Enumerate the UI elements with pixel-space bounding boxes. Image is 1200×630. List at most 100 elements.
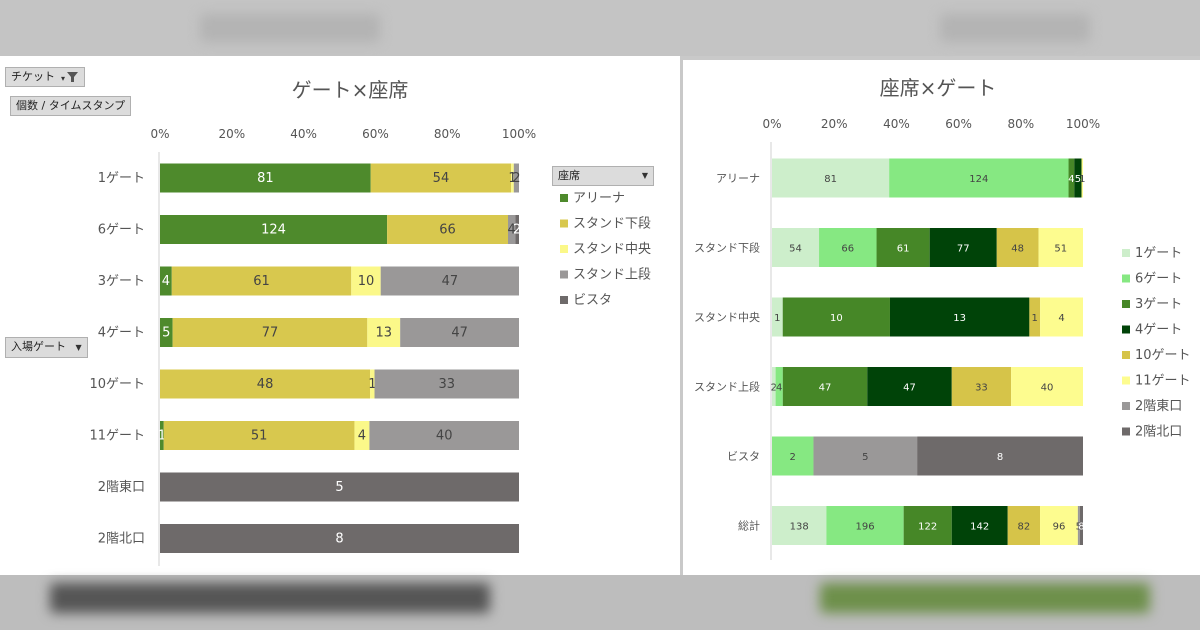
data-label: 124 — [969, 174, 988, 185]
bar-segment — [1040, 506, 1078, 545]
bar-segment — [889, 158, 1069, 198]
data-label: 48 — [1011, 244, 1024, 255]
bar-segment — [172, 318, 368, 347]
count-timestamp-value-button[interactable]: 個数 / タイムスタンプ — [10, 96, 132, 116]
data-label: 10 — [358, 274, 375, 289]
bar-segment — [929, 228, 997, 267]
bar-segment — [160, 318, 173, 347]
ticket-filter-button[interactable]: チケット ▾ — [5, 67, 85, 87]
seat-legend-field-button[interactable]: 座席 ▼ — [552, 166, 654, 186]
data-label: 4 — [1058, 313, 1064, 324]
bar-segment — [876, 228, 930, 267]
bar-segment — [1007, 506, 1041, 545]
data-label: 51 — [251, 429, 268, 444]
x-tick-label: 60% — [945, 117, 972, 131]
data-label: 4 — [508, 223, 516, 238]
data-label: 5 — [162, 326, 170, 341]
data-label: 61 — [897, 244, 910, 255]
seat-gate-chart-panel: 座席×ゲート 0% 20% 40% 60% 80% 100% アリーナ 81 124 4 5 1 スタンド… — [683, 60, 1200, 575]
gate-seat-chart-panel: チケット ▾ 個数 / タイムスタンプ 入場ゲート ▼ ゲート×座席 0% 20% 4… — [0, 56, 680, 575]
chevron-down-icon: ▼ — [75, 343, 82, 352]
x-tick-label: 100% — [1066, 117, 1100, 131]
data-label: 1 — [1079, 174, 1085, 185]
data-label: 4 — [162, 274, 170, 289]
legend-swatch — [1122, 351, 1130, 359]
bar-segment — [171, 266, 352, 296]
bar-segment — [1074, 158, 1082, 198]
bar-segment — [354, 421, 370, 450]
x-tick-label: 80% — [1007, 117, 1034, 131]
bar-segment — [1029, 297, 1041, 337]
category-label: スタンド上段 — [694, 380, 760, 394]
bar-segment — [513, 163, 519, 193]
bar-segment — [1011, 367, 1083, 406]
bar-segment — [951, 367, 1012, 406]
bar-segment — [996, 228, 1039, 267]
data-label: 40 — [436, 429, 453, 444]
data-label: 48 — [257, 377, 274, 392]
data-label: 47 — [442, 274, 459, 289]
data-label: 1 — [368, 377, 376, 392]
category-label: スタンド下段 — [694, 241, 760, 255]
legend-swatch — [1122, 274, 1130, 283]
data-label: 47 — [903, 383, 916, 394]
bar-segment — [1081, 158, 1083, 198]
data-label: 2 — [790, 452, 796, 463]
legend-item: 6ゲート — [1135, 272, 1182, 287]
data-label: 96 — [1053, 522, 1066, 533]
legend-item: スタンド上段 — [573, 268, 651, 283]
data-label: 33 — [975, 383, 988, 394]
legend-swatch — [1122, 300, 1130, 308]
data-label: 81 — [257, 171, 274, 186]
bar-segment — [775, 367, 783, 406]
bar-segment — [826, 506, 904, 545]
bar-segment — [160, 266, 172, 296]
seat-legend-field-label: 座席 — [558, 169, 580, 182]
data-label: 5 — [1075, 174, 1081, 185]
bar-segment — [508, 215, 516, 244]
x-tick-label: 80% — [434, 127, 461, 141]
category-label: 2階東口 — [98, 479, 145, 495]
data-label: 8 — [335, 532, 343, 547]
data-label: 142 — [970, 522, 989, 533]
data-label: 1 — [158, 429, 166, 444]
bar-segment — [511, 163, 514, 193]
bar-segment — [369, 421, 519, 450]
bar-segment — [387, 215, 509, 244]
legend-swatch — [1122, 427, 1130, 436]
x-tick-label: 40% — [883, 117, 910, 131]
data-label: 2 — [512, 171, 520, 186]
svg-text:▾: ▾ — [61, 74, 65, 83]
background-blur-block — [820, 583, 1150, 613]
bar-segment — [813, 436, 918, 476]
legend-item: 4ゲート — [1135, 323, 1182, 338]
data-label: 5 — [335, 480, 343, 495]
x-tick-label: 0% — [762, 117, 781, 131]
data-label: 4 — [358, 429, 366, 444]
legend-swatch — [1122, 249, 1130, 257]
data-label: 77 — [262, 326, 279, 341]
bar-segment — [160, 524, 519, 553]
category-label: スタンド中央 — [694, 311, 760, 324]
bar-segment — [772, 436, 814, 476]
legend-swatch — [1122, 325, 1130, 334]
data-label: 77 — [957, 244, 970, 255]
category-label: 総計 — [738, 519, 760, 533]
data-label: 8 — [1078, 522, 1084, 533]
bar-segment — [819, 228, 877, 267]
chart-title: 座席×ゲート — [880, 76, 997, 100]
bar-segment — [380, 266, 519, 296]
bar-segment — [772, 297, 783, 337]
bar-segment — [1040, 297, 1083, 337]
legend-swatch — [560, 194, 568, 202]
bar-segment — [867, 367, 952, 406]
entrance-gate-field-button[interactable]: 入場ゲート ▼ — [5, 337, 88, 358]
entrance-gate-label: 入場ゲート — [11, 340, 66, 353]
data-label: 4 — [776, 383, 782, 394]
data-label: 124 — [261, 223, 286, 238]
bar-segment — [160, 472, 519, 502]
x-tick-label: 20% — [821, 117, 848, 131]
bar-segment — [160, 421, 164, 450]
bar-segment — [370, 369, 375, 399]
x-tick-label: 100% — [502, 127, 536, 141]
